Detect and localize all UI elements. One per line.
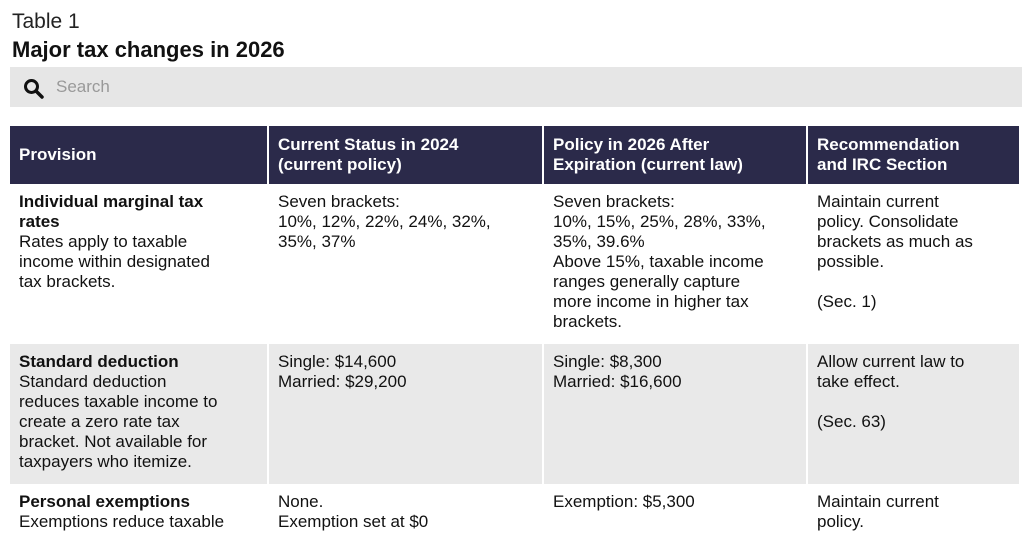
- column-header: Recommendation and IRC Section: [806, 126, 1019, 184]
- cell-line: Married: $29,200: [278, 372, 407, 391]
- provision-description: income within designated: [19, 252, 210, 271]
- recommendation-cell: Maintain current policy.: [806, 484, 1019, 544]
- header-row: Provision Current Status in 2024 (current …: [10, 126, 1019, 184]
- cell-line: Seven brackets:: [553, 192, 675, 211]
- table-row: Standard deduction Standard deduction redu…: [10, 344, 1019, 484]
- recommendation-cell: Maintain current policy. Consolidate brack…: [806, 184, 1019, 344]
- cell-line: Allow current law to: [817, 352, 965, 371]
- cell-line: Married: $16,600: [553, 372, 682, 391]
- provision-cell: Individual marginal tax rates Rates apply …: [10, 184, 268, 344]
- header-line: Provision: [19, 145, 97, 164]
- cell-line: take effect.: [817, 372, 900, 391]
- provision-description: Standard deduction: [19, 372, 167, 391]
- cell-line: brackets as much as: [817, 232, 973, 251]
- provision-description: taxpayers who itemize.: [19, 452, 192, 471]
- cell-line: brackets.: [553, 312, 622, 331]
- search-icon: [24, 79, 44, 99]
- provision-cell: Personal exemptions Exemptions reduce tax…: [10, 484, 268, 544]
- table-title: Major tax changes in 2026: [12, 37, 285, 62]
- cell-line: 35%, 39.6%: [553, 232, 645, 251]
- column-header: Provision: [10, 126, 268, 184]
- provision-name: Personal exemptions: [19, 492, 191, 511]
- provision-description: tax brackets.: [19, 272, 116, 291]
- irc-section: (Sec. 1): [817, 292, 877, 311]
- provision-name: rates: [19, 212, 60, 231]
- cell-line: None.: [278, 492, 324, 511]
- header-line: Recommendation: [817, 135, 960, 154]
- table-label: Table 1: [12, 10, 80, 33]
- cell-line: ranges generally capture: [553, 272, 741, 291]
- cell-line: Single: $8,300: [553, 352, 662, 371]
- provision-description: Exemptions reduce taxable: [19, 512, 225, 531]
- provision-description: create a zero rate tax: [19, 412, 180, 431]
- policy-cell: Seven brackets: 10%, 15%, 25%, 28%, 33%, 3…: [542, 184, 807, 344]
- current-cell: Single: $14,600 Married: $29,200: [267, 344, 543, 484]
- provision-cell: Standard deduction Standard deduction redu…: [10, 344, 268, 484]
- cell-line: 10%, 15%, 25%, 28%, 33%,: [553, 212, 766, 231]
- current-cell: None. Exemption set at $0: [267, 484, 543, 544]
- policy-cell: Exemption: $5,300: [542, 484, 807, 544]
- search-box[interactable]: Search: [10, 67, 1022, 107]
- current-cell: Seven brackets: 10%, 12%, 22%, 24%, 32%, 3…: [267, 184, 543, 344]
- cell-line: possible.: [817, 252, 885, 271]
- policy-cell: Single: $8,300 Married: $16,600: [542, 344, 807, 484]
- tax-table: Provision Current Status in 2024 (current …: [10, 126, 1019, 544]
- cell-line: policy. Consolidate: [817, 212, 959, 231]
- header-line: Current Status in 2024: [278, 135, 459, 154]
- cell-line: 35%, 37%: [278, 232, 356, 251]
- irc-section: (Sec. 63): [817, 412, 886, 431]
- cell-line: more income in higher tax: [553, 292, 749, 311]
- header-line: Expiration (current law): [553, 155, 743, 174]
- cell-line: 10%, 12%, 22%, 24%, 32%,: [278, 212, 491, 231]
- provision-name: Standard deduction: [19, 352, 179, 371]
- provision-description: bracket. Not available for: [19, 432, 208, 451]
- column-header: Current Status in 2024 (current policy): [267, 126, 543, 184]
- cell-line: Maintain current: [817, 492, 939, 511]
- table-row: Individual marginal tax rates Rates apply …: [10, 184, 1019, 344]
- recommendation-cell: Allow current law to take effect. (Sec. 63…: [806, 344, 1019, 484]
- cell-line: Exemption set at $0: [278, 512, 429, 531]
- header-line: and IRC Section: [817, 155, 948, 174]
- column-header: Policy in 2026 After Expiration (current …: [542, 126, 807, 184]
- table-row: Personal exemptions Exemptions reduce tax…: [10, 484, 1019, 544]
- cell-line: Maintain current: [817, 192, 939, 211]
- cell-line: Seven brackets:: [278, 192, 400, 211]
- cell-line: policy.: [817, 512, 864, 531]
- page: Table 1 Major tax changes in 2026 Search…: [10, 10, 1022, 544]
- search-placeholder: Search: [56, 77, 110, 96]
- provision-description: reduces taxable income to: [19, 392, 218, 411]
- cell-line: Single: $14,600: [278, 352, 397, 371]
- cell-line: Exemption: $5,300: [553, 492, 695, 511]
- header-line: Policy in 2026 After: [553, 135, 710, 154]
- cell-line: Above 15%, taxable income: [553, 252, 764, 271]
- provision-description: Rates apply to taxable: [19, 232, 188, 251]
- provision-name: Individual marginal tax: [19, 192, 204, 211]
- header-line: (current policy): [278, 155, 402, 174]
